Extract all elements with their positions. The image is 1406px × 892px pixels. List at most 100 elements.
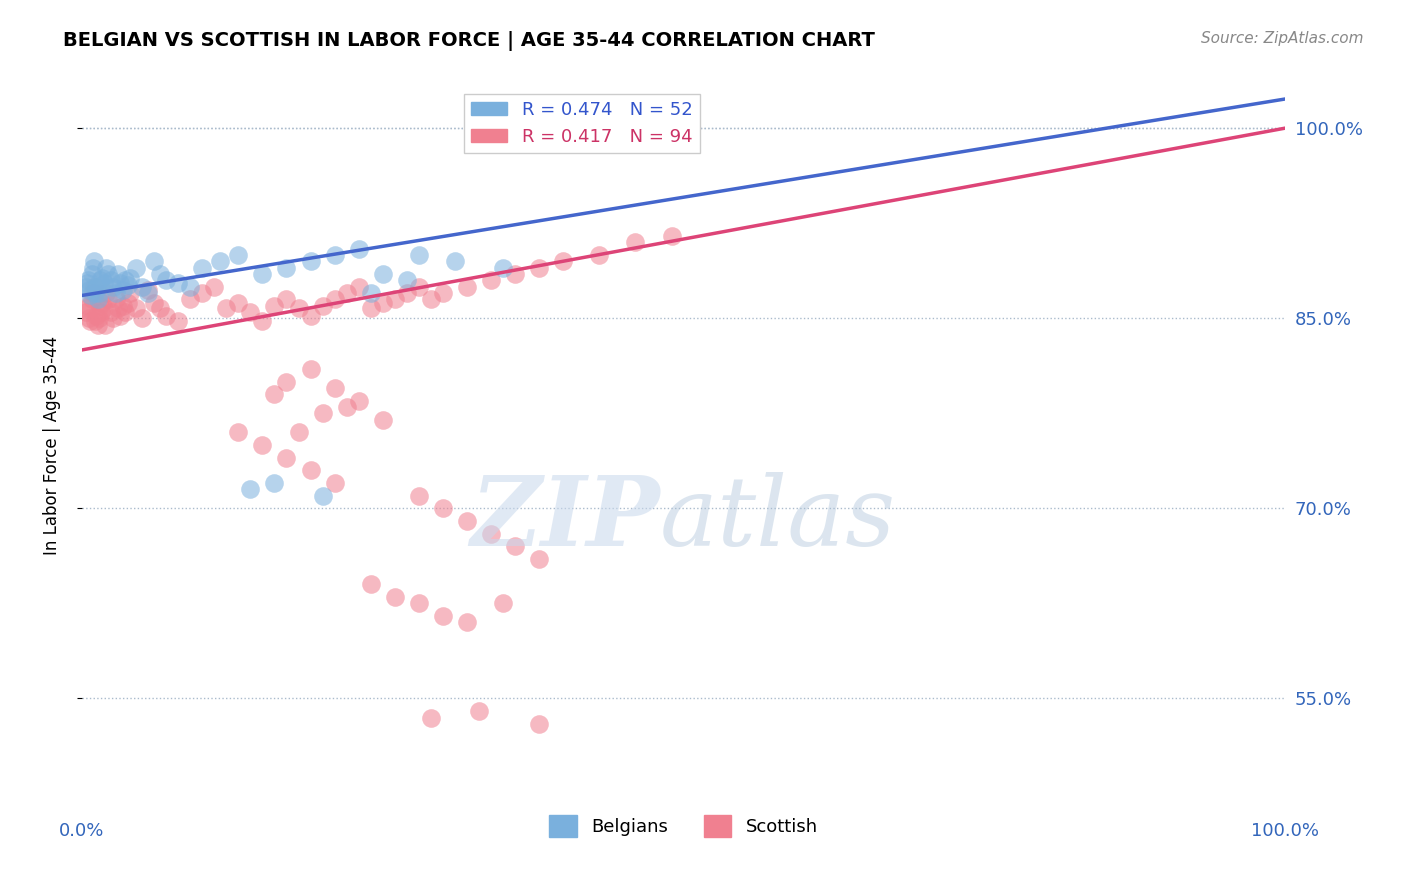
- Point: [553, 254, 575, 268]
- Point: [347, 393, 370, 408]
- Point: [347, 242, 370, 256]
- Point: [86, 309, 108, 323]
- Point: [408, 597, 430, 611]
- Point: [209, 254, 232, 268]
- Point: [84, 314, 107, 328]
- Point: [167, 314, 190, 328]
- Point: [136, 284, 159, 298]
- Point: [527, 552, 550, 566]
- Point: [336, 400, 359, 414]
- Point: [77, 311, 100, 326]
- Point: [588, 248, 610, 262]
- Text: Source: ZipAtlas.com: Source: ZipAtlas.com: [1201, 31, 1364, 46]
- Point: [89, 273, 111, 287]
- Point: [114, 305, 136, 319]
- Point: [323, 248, 346, 262]
- Point: [100, 273, 122, 287]
- Point: [252, 314, 274, 328]
- Point: [263, 476, 285, 491]
- Legend: Belgians, Scottish: Belgians, Scottish: [543, 807, 825, 844]
- Point: [287, 301, 309, 315]
- Point: [299, 463, 322, 477]
- Point: [90, 278, 112, 293]
- Point: [276, 260, 298, 275]
- Point: [239, 483, 262, 497]
- Point: [215, 301, 238, 315]
- Point: [479, 526, 502, 541]
- Point: [120, 270, 142, 285]
- Point: [76, 276, 98, 290]
- Point: [103, 279, 125, 293]
- Point: [110, 309, 132, 323]
- Point: [371, 296, 394, 310]
- Point: [143, 254, 166, 268]
- Point: [76, 301, 98, 315]
- Point: [107, 267, 129, 281]
- Point: [299, 309, 322, 323]
- Point: [276, 292, 298, 306]
- Point: [167, 276, 190, 290]
- Point: [371, 412, 394, 426]
- Point: [100, 305, 122, 319]
- Point: [311, 406, 333, 420]
- Point: [155, 273, 177, 287]
- Point: [228, 296, 250, 310]
- Point: [136, 285, 159, 300]
- Point: [149, 301, 172, 315]
- Point: [252, 267, 274, 281]
- Point: [90, 305, 112, 319]
- Text: atlas: atlas: [659, 472, 896, 566]
- Point: [323, 292, 346, 306]
- Point: [419, 292, 441, 306]
- Point: [624, 235, 647, 250]
- Text: BELGIAN VS SCOTTISH IN LABOR FORCE | AGE 35-44 CORRELATION CHART: BELGIAN VS SCOTTISH IN LABOR FORCE | AGE…: [63, 31, 875, 51]
- Point: [179, 292, 201, 306]
- Point: [97, 267, 120, 281]
- Point: [456, 615, 478, 630]
- Point: [80, 267, 103, 281]
- Point: [202, 279, 225, 293]
- Point: [80, 292, 103, 306]
- Point: [492, 260, 515, 275]
- Point: [456, 514, 478, 528]
- Point: [323, 381, 346, 395]
- Point: [311, 489, 333, 503]
- Point: [155, 309, 177, 323]
- Point: [75, 279, 97, 293]
- Point: [503, 540, 526, 554]
- Point: [419, 710, 441, 724]
- Point: [408, 489, 430, 503]
- Y-axis label: In Labor Force | Age 35-44: In Labor Force | Age 35-44: [44, 335, 60, 555]
- Point: [360, 577, 382, 591]
- Point: [86, 318, 108, 332]
- Point: [91, 296, 114, 310]
- Point: [104, 292, 127, 306]
- Point: [87, 285, 110, 300]
- Point: [384, 292, 406, 306]
- Point: [299, 254, 322, 268]
- Point: [131, 311, 153, 326]
- Point: [86, 279, 108, 293]
- Point: [93, 301, 115, 315]
- Point: [527, 716, 550, 731]
- Point: [311, 299, 333, 313]
- Point: [114, 273, 136, 287]
- Point: [323, 476, 346, 491]
- Text: ZIP: ZIP: [470, 472, 659, 566]
- Point: [179, 279, 201, 293]
- Point: [149, 267, 172, 281]
- Point: [143, 296, 166, 310]
- Point: [79, 314, 101, 328]
- Point: [432, 501, 454, 516]
- Point: [94, 260, 117, 275]
- Point: [468, 704, 491, 718]
- Point: [432, 285, 454, 300]
- Point: [228, 425, 250, 440]
- Point: [263, 387, 285, 401]
- Point: [79, 288, 101, 302]
- Point: [77, 284, 100, 298]
- Point: [336, 285, 359, 300]
- Point: [83, 279, 105, 293]
- Point: [503, 267, 526, 281]
- Point: [408, 248, 430, 262]
